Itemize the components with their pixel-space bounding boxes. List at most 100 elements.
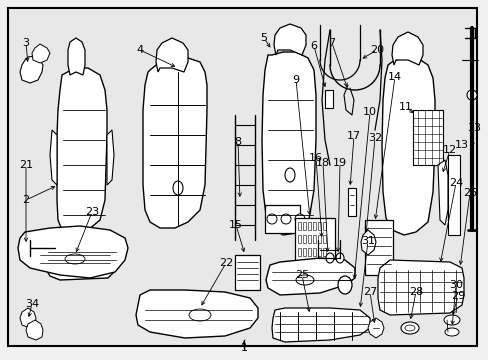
Bar <box>312 248 315 256</box>
Polygon shape <box>68 38 85 75</box>
Circle shape <box>294 214 305 224</box>
Text: 31: 31 <box>360 236 374 246</box>
Ellipse shape <box>65 254 85 264</box>
Bar <box>307 248 310 256</box>
Text: 12: 12 <box>442 145 456 155</box>
Bar <box>264 205 299 233</box>
Text: 16: 16 <box>308 153 323 163</box>
Polygon shape <box>32 44 50 63</box>
Text: 28: 28 <box>408 287 422 297</box>
Polygon shape <box>50 130 57 185</box>
Bar <box>364 220 392 275</box>
Polygon shape <box>273 24 305 55</box>
Bar <box>303 222 305 230</box>
Polygon shape <box>360 230 375 255</box>
Polygon shape <box>437 160 447 225</box>
Polygon shape <box>57 68 107 232</box>
Bar <box>412 110 442 165</box>
Bar <box>235 255 260 290</box>
Text: 29: 29 <box>450 291 464 301</box>
Text: 11: 11 <box>398 102 412 112</box>
Bar <box>297 235 301 243</box>
Text: 34: 34 <box>25 299 39 309</box>
Text: 9: 9 <box>292 75 299 85</box>
Polygon shape <box>26 320 43 340</box>
Bar <box>317 248 320 256</box>
Polygon shape <box>377 260 463 315</box>
Bar <box>297 222 301 230</box>
Ellipse shape <box>443 315 459 325</box>
Text: 32: 32 <box>367 133 381 143</box>
Polygon shape <box>20 308 36 328</box>
Circle shape <box>466 90 476 100</box>
Bar <box>317 222 320 230</box>
Text: 33: 33 <box>466 123 480 133</box>
Polygon shape <box>271 308 369 342</box>
Polygon shape <box>262 52 315 235</box>
Polygon shape <box>107 130 114 185</box>
Ellipse shape <box>295 275 313 285</box>
Text: 19: 19 <box>332 158 346 168</box>
Circle shape <box>281 214 290 224</box>
Bar <box>323 235 325 243</box>
Text: 6: 6 <box>310 41 317 51</box>
Text: 5: 5 <box>260 33 267 43</box>
Polygon shape <box>156 38 187 72</box>
Polygon shape <box>367 318 383 338</box>
Bar <box>303 235 305 243</box>
Ellipse shape <box>337 276 351 294</box>
Polygon shape <box>381 57 434 235</box>
Text: 21: 21 <box>19 160 33 170</box>
Text: 10: 10 <box>362 107 376 117</box>
Circle shape <box>266 214 276 224</box>
FancyBboxPatch shape <box>8 8 476 346</box>
Bar <box>323 222 325 230</box>
Text: 3: 3 <box>22 38 29 48</box>
Ellipse shape <box>189 309 210 321</box>
Text: 30: 30 <box>448 280 462 290</box>
Bar <box>303 248 305 256</box>
Polygon shape <box>18 226 128 278</box>
Ellipse shape <box>335 253 343 263</box>
Bar <box>307 235 310 243</box>
Polygon shape <box>43 238 120 280</box>
Bar <box>447 155 459 235</box>
Text: 14: 14 <box>387 72 401 82</box>
Text: 23: 23 <box>85 207 99 217</box>
Polygon shape <box>136 290 258 338</box>
Bar <box>312 222 315 230</box>
Ellipse shape <box>404 325 414 331</box>
Ellipse shape <box>173 181 183 195</box>
Text: 7: 7 <box>328 38 335 48</box>
Text: 1: 1 <box>240 343 247 353</box>
Bar <box>307 222 310 230</box>
Polygon shape <box>265 258 354 295</box>
Polygon shape <box>20 56 43 83</box>
Text: 15: 15 <box>228 220 243 230</box>
Text: 18: 18 <box>315 158 329 168</box>
Bar <box>325 90 332 108</box>
Text: 20: 20 <box>369 45 383 55</box>
Text: 24: 24 <box>448 178 462 188</box>
Text: 26: 26 <box>462 188 476 198</box>
Ellipse shape <box>285 168 294 182</box>
Ellipse shape <box>325 253 333 263</box>
Polygon shape <box>391 32 422 65</box>
Ellipse shape <box>444 328 458 336</box>
Text: 2: 2 <box>22 195 29 205</box>
Text: 17: 17 <box>346 131 360 141</box>
Bar <box>297 248 301 256</box>
Text: 8: 8 <box>234 137 241 147</box>
Polygon shape <box>142 58 206 228</box>
Text: 25: 25 <box>294 270 308 280</box>
Text: 27: 27 <box>362 287 376 297</box>
Bar <box>323 248 325 256</box>
Bar <box>347 188 355 216</box>
Text: 4: 4 <box>136 45 143 55</box>
Text: 13: 13 <box>454 140 468 150</box>
Bar <box>312 235 315 243</box>
Bar <box>294 218 334 268</box>
Bar <box>317 235 320 243</box>
Text: 22: 22 <box>219 258 233 268</box>
Ellipse shape <box>400 322 418 334</box>
